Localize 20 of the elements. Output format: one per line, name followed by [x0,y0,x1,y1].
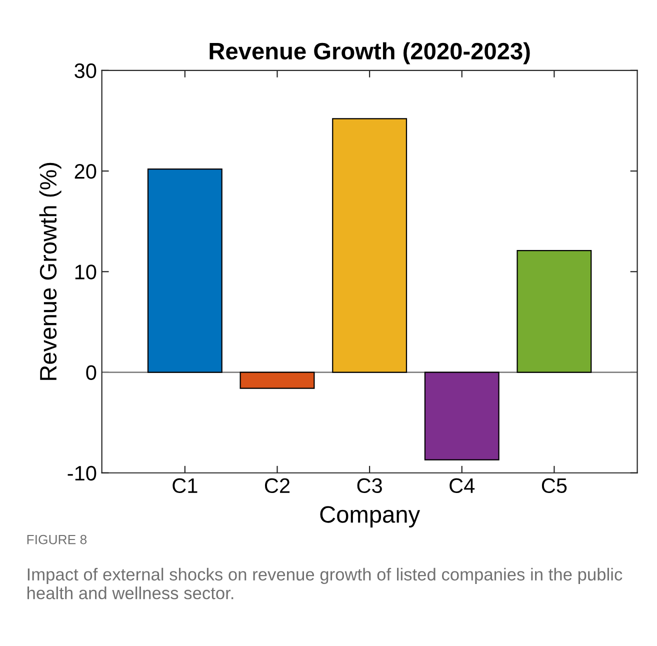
y-tick-label: 20 [74,164,96,179]
bar [147,168,222,373]
x-tick-label: C2 [264,478,290,494]
bar [424,372,500,460]
x-tick-label: C1 [172,478,198,494]
y-tick-label: 10 [75,264,96,280]
x-tick-label: C5 [542,478,567,494]
bar [332,118,408,373]
y-tick-label: -10 [68,466,96,481]
y-axis-title: Revenue Growth (%) [39,162,62,380]
chart-title: Revenue Growth (2020-2023) [210,42,530,64]
caption: FIGURE 8 [27,534,87,544]
y-tick-label: 30 [74,63,96,78]
x-axis-title: Company [320,506,420,528]
text: Impact of external shocks on revenue growth of listed companies in the public health and wellness sector. [27,568,622,600]
bar [516,250,592,373]
bar [240,372,315,389]
x-tick-label: C3 [357,478,382,494]
x-tick-label: C4 [450,478,475,494]
y-tick-label: 0 [86,365,96,380]
